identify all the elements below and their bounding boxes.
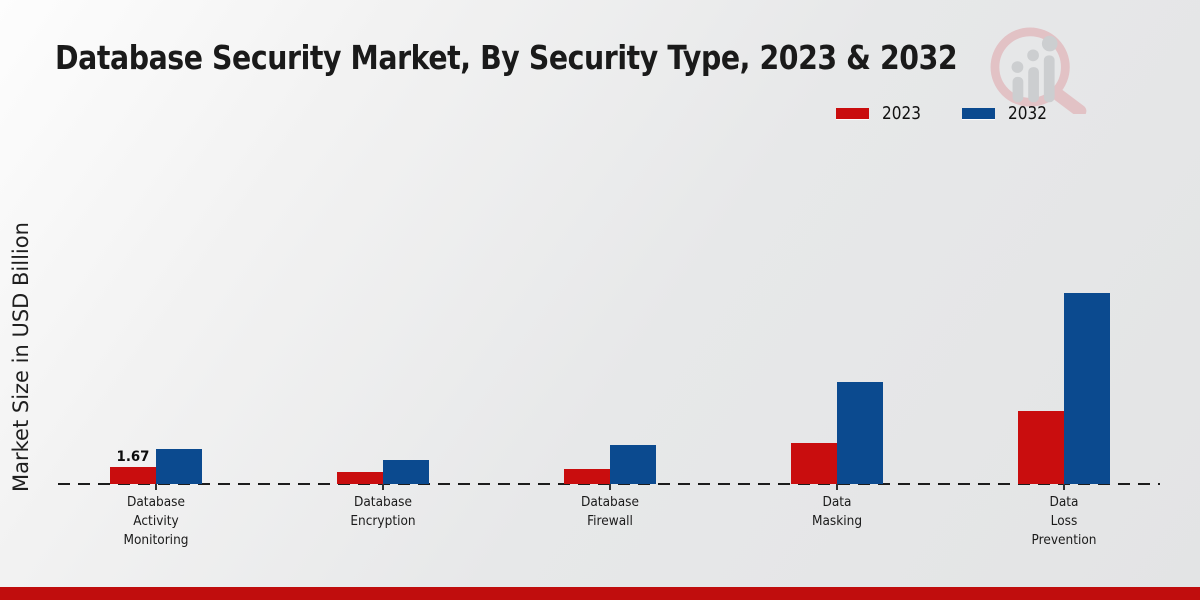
legend-swatch-2023: [836, 108, 869, 119]
chart-title: Database Security Market, By Security Ty…: [55, 38, 958, 77]
x-axis-tick: [155, 484, 157, 490]
footer-stripe: [0, 587, 1200, 600]
bar-2032-database-encryption: [383, 460, 429, 484]
bar-2023-database-encryption: [337, 472, 383, 484]
category-label-data-loss-prevention: Data Loss Prevention: [1031, 494, 1097, 548]
category-label-database-activity-monitoring: Database Activity Monitoring: [123, 494, 189, 548]
legend-item-2032: 2032: [961, 103, 1054, 124]
value-label-2023-database-activity-monitoring: 1.67: [116, 449, 150, 465]
x-axis-tick: [609, 484, 611, 490]
legend-label-2032: 2032: [1007, 103, 1047, 124]
bar-2032-data-masking: [837, 382, 883, 484]
category-label-database-firewall: Database Firewall: [581, 494, 639, 529]
bar-2032-database-activity-monitoring: [156, 449, 202, 484]
bar-2023-database-firewall: [564, 469, 610, 484]
x-axis-tick: [1063, 484, 1065, 490]
category-label-data-masking: Data Masking: [811, 494, 863, 529]
category-label-database-encryption: Database Encryption: [350, 494, 416, 529]
legend: 2023 2032: [836, 103, 1054, 124]
bar-2032-data-loss-prevention: [1064, 293, 1110, 484]
x-axis-tick: [836, 484, 838, 490]
legend-label-2023: 2023: [882, 103, 921, 124]
bar-2023-database-activity-monitoring: [110, 467, 156, 484]
bar-2023-data-loss-prevention: [1018, 411, 1064, 484]
bar-2023-data-masking: [791, 443, 837, 484]
legend-swatch-2032: [961, 108, 995, 119]
market-research-future-logo-icon: [990, 27, 1087, 114]
legend-item-2023: 2023: [836, 103, 928, 124]
x-axis-tick: [382, 484, 384, 490]
bar-2032-database-firewall: [610, 445, 656, 484]
